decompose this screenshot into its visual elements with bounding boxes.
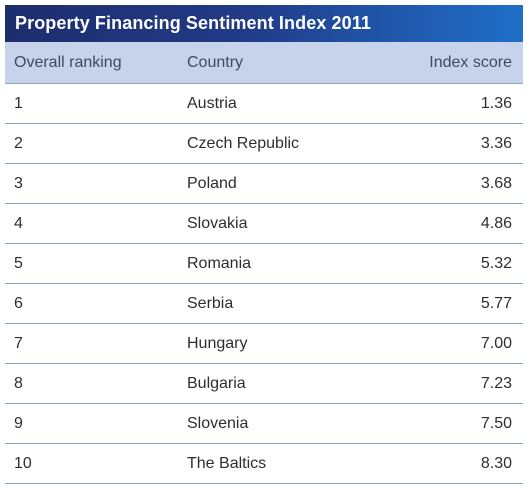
country-cell: Serbia: [187, 294, 234, 312]
country-cell: Romania: [187, 254, 252, 272]
table-row: 7 Hungary 7.00: [5, 324, 523, 364]
ranking-cell: 9: [14, 414, 23, 432]
ranking-cell: 3: [14, 174, 23, 192]
column-header-ranking: Overall ranking: [14, 53, 122, 71]
table-row: 10 The Baltics 8.30: [5, 444, 523, 484]
ranking-cell: 1: [14, 94, 23, 112]
column-header-index-score: Index score: [429, 53, 512, 71]
table-row: 3 Poland 3.68: [5, 164, 523, 204]
index-score-cell: 3.68: [480, 174, 512, 192]
table-row: 4 Slovakia 4.86: [5, 204, 523, 244]
ranking-cell: 10: [14, 454, 32, 472]
table-row: 8 Bulgaria 7.23: [5, 364, 523, 404]
index-score-cell: 7.50: [480, 414, 512, 432]
sentiment-index-table: Property Financing Sentiment Index 2011 …: [5, 5, 523, 484]
index-score-cell: 8.30: [480, 454, 512, 472]
table-row: 2 Czech Republic 3.36: [5, 124, 523, 164]
index-score-cell: 7.00: [480, 334, 512, 352]
table-row: 6 Serbia 5.77: [5, 284, 523, 324]
country-cell: Slovakia: [187, 214, 248, 232]
country-cell: The Baltics: [187, 454, 267, 472]
index-score-cell: 3.36: [480, 134, 512, 152]
ranking-cell: 6: [14, 294, 23, 312]
index-score-cell: 4.86: [480, 214, 512, 232]
ranking-cell: 5: [14, 254, 23, 272]
country-cell: Poland: [187, 174, 237, 192]
table-row: 9 Slovenia 7.50: [5, 404, 523, 444]
country-cell: Bulgaria: [187, 374, 246, 392]
table-title: Property Financing Sentiment Index 2011: [5, 5, 523, 42]
country-cell: Hungary: [187, 334, 248, 352]
index-score-cell: 5.77: [480, 294, 512, 312]
ranking-cell: 4: [14, 214, 23, 232]
country-cell: Czech Republic: [187, 134, 300, 152]
table-body: 1 Austria 1.36 2 Czech Republic 3.36 3 Poland 3.…: [5, 84, 523, 484]
ranking-cell: 8: [14, 374, 23, 392]
ranking-cell: 7: [14, 334, 23, 352]
country-cell: Slovenia: [187, 414, 249, 432]
ranking-cell: 2: [14, 134, 23, 152]
country-cell: Austria: [187, 94, 237, 112]
index-score-cell: 7.23: [480, 374, 512, 392]
table-header-row: Overall ranking Country Index score: [5, 42, 523, 84]
index-score-cell: 1.36: [480, 94, 512, 112]
column-header-country: Country: [187, 53, 244, 71]
table-row: 1 Austria 1.36: [5, 84, 523, 124]
table-row: 5 Romania 5.32: [5, 244, 523, 284]
index-score-cell: 5.32: [480, 254, 512, 272]
